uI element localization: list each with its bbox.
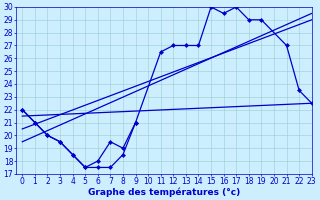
X-axis label: Graphe des températures (°c): Graphe des températures (°c) (88, 187, 240, 197)
